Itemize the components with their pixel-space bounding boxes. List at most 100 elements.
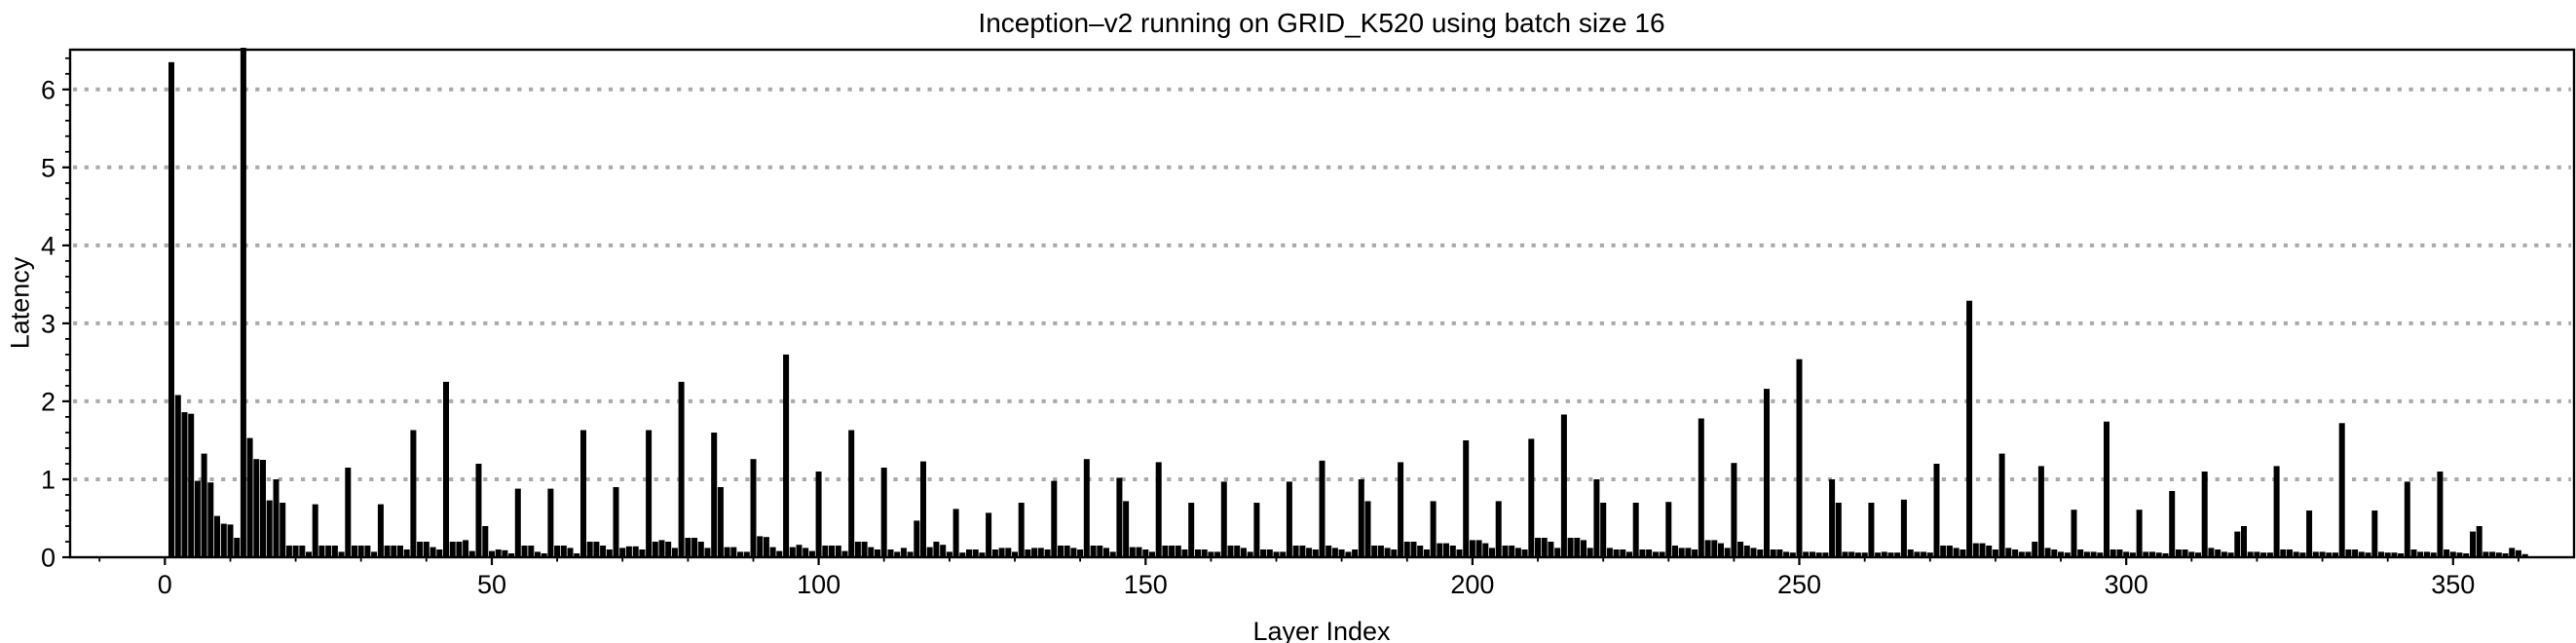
bar [1149, 551, 1155, 557]
bar [868, 547, 875, 557]
bar [1430, 501, 1437, 557]
bar [808, 550, 815, 557]
bar [2155, 552, 2162, 557]
bar [2502, 553, 2509, 557]
bar [1757, 549, 1764, 557]
bar [1972, 543, 1979, 557]
x-axis-title: Layer Index [1252, 617, 1391, 643]
bar [456, 542, 463, 557]
bar [1835, 503, 1842, 557]
bar [1142, 549, 1149, 557]
bar [1208, 551, 1214, 557]
bar [201, 453, 207, 557]
bar [1875, 552, 1882, 557]
bar [1770, 549, 1776, 557]
x-tick-label: 0 [158, 570, 172, 599]
bar [991, 549, 998, 557]
bar [188, 413, 195, 557]
bar [1175, 546, 1181, 557]
bar [2123, 551, 2130, 557]
bar [2215, 549, 2221, 557]
bar [1123, 501, 1130, 557]
bar [1136, 547, 1142, 557]
chart-title: Inception–v2 running on GRID_K520 using … [978, 8, 1665, 38]
bar [1796, 359, 1803, 557]
bar [1463, 440, 1470, 557]
bar [1678, 548, 1685, 557]
bar [829, 546, 835, 557]
bar [1012, 551, 1018, 557]
bar [2090, 551, 2097, 557]
bar [1037, 548, 1044, 557]
bar [2273, 466, 2280, 557]
bar [1162, 546, 1169, 557]
bar [1097, 546, 1103, 557]
bar [1358, 479, 1364, 557]
bar [1489, 548, 1495, 557]
bar [1169, 546, 1176, 557]
bar [292, 546, 299, 557]
bar [1423, 549, 1430, 557]
bar [463, 540, 469, 557]
bar [986, 512, 992, 557]
bar [1475, 540, 1482, 557]
bar [280, 503, 286, 557]
bar [1025, 549, 1031, 557]
bar [743, 551, 750, 557]
bar [266, 500, 273, 557]
bar [600, 546, 607, 557]
x-tick-label: 200 [1450, 570, 1494, 599]
bar [887, 549, 894, 557]
bar [2463, 553, 2470, 557]
bar [2456, 552, 2463, 557]
bar [1364, 501, 1371, 557]
bar [1312, 549, 1319, 557]
bar [547, 488, 554, 557]
bar [2195, 552, 2201, 557]
bar [2483, 551, 2489, 557]
bar [1815, 552, 1822, 557]
bar [273, 479, 280, 557]
bar [1933, 464, 1940, 557]
bar [535, 551, 541, 557]
bar [1319, 460, 1325, 557]
bar [1181, 549, 1188, 557]
bar [1868, 503, 1875, 557]
bar [894, 551, 901, 557]
bar [1914, 551, 1921, 557]
bar [1437, 543, 1443, 557]
bar [220, 523, 227, 557]
bar [2404, 481, 2410, 557]
bar [1077, 549, 1084, 557]
bar [1352, 549, 1359, 557]
bar [606, 549, 613, 557]
bar [1979, 543, 1986, 557]
bar [2319, 551, 2326, 557]
bar [2444, 549, 2450, 557]
bar [475, 464, 482, 557]
bar [1626, 551, 1632, 557]
bar [796, 545, 803, 557]
bar [1548, 542, 1554, 557]
bar [567, 548, 574, 557]
bar [2254, 551, 2260, 557]
bar [1810, 551, 1815, 557]
bar [429, 547, 436, 557]
bar [1600, 503, 1607, 557]
bar [2149, 551, 2155, 557]
bar [1044, 549, 1051, 557]
bar [1535, 538, 1541, 557]
bar [357, 546, 364, 557]
bar [1698, 418, 1704, 557]
bar [2358, 551, 2365, 557]
bar [1776, 549, 1783, 557]
bar [1764, 389, 1770, 557]
bar [285, 546, 292, 557]
bar [822, 546, 829, 557]
bar [652, 542, 658, 557]
bar [1417, 546, 1424, 557]
bar [2476, 526, 2483, 557]
bar [1704, 540, 1711, 557]
